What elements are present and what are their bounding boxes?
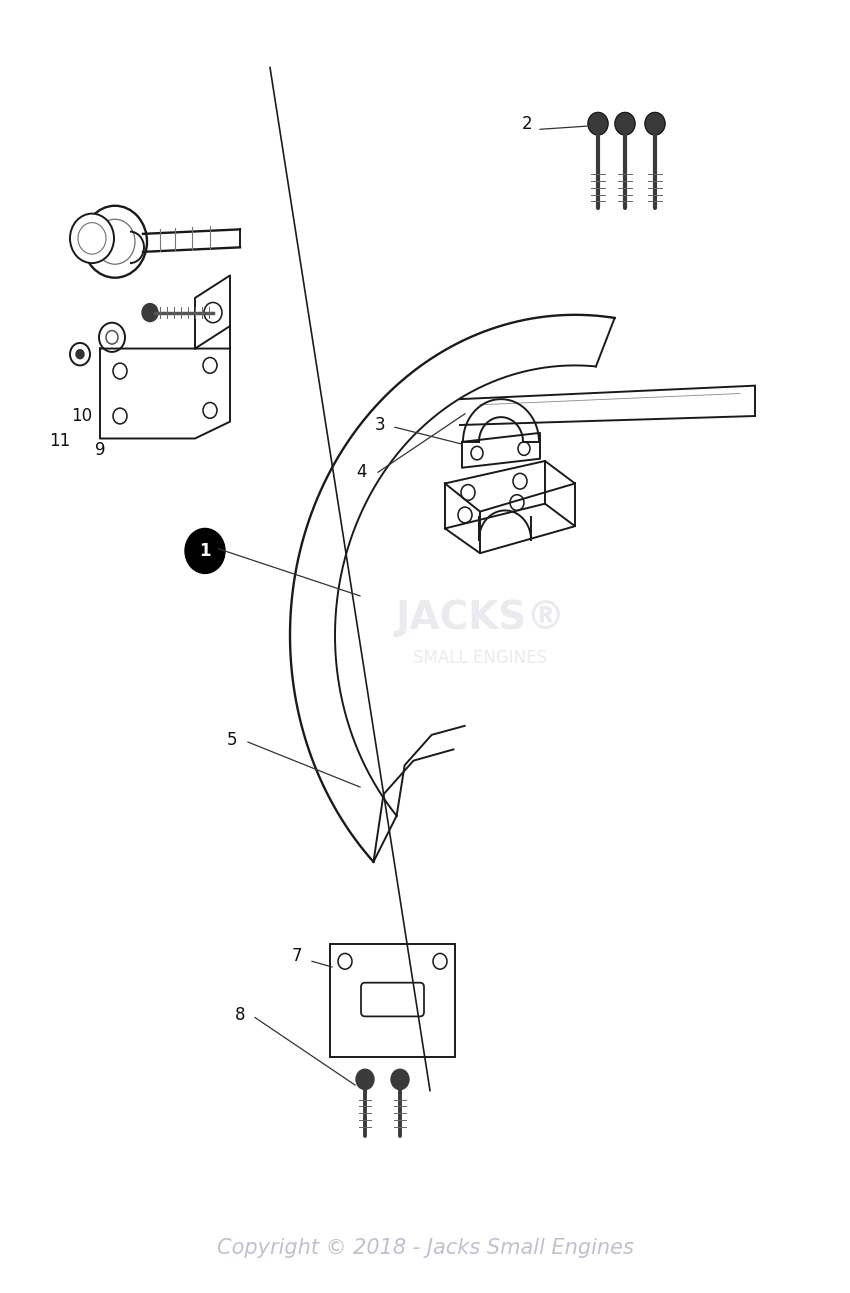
Circle shape [70,343,90,366]
Text: 10: 10 [71,407,93,425]
Text: 5: 5 [227,731,237,749]
Circle shape [78,222,106,255]
Text: 7: 7 [292,946,303,965]
FancyBboxPatch shape [361,983,424,1016]
Text: JACKS®: JACKS® [395,600,565,637]
Circle shape [70,213,114,262]
Circle shape [106,331,118,344]
Circle shape [615,112,635,134]
Circle shape [83,206,147,278]
Circle shape [588,112,608,134]
Text: 8: 8 [235,1006,246,1024]
Circle shape [142,304,158,322]
Circle shape [391,1069,409,1090]
Text: Copyright © 2018 - Jacks Small Engines: Copyright © 2018 - Jacks Small Engines [217,1237,633,1258]
Circle shape [356,1069,374,1090]
Text: 3: 3 [375,416,385,434]
Circle shape [76,349,84,358]
Text: 1: 1 [199,542,211,560]
Circle shape [645,112,665,134]
Text: SMALL ENGINES: SMALL ENGINES [413,649,547,667]
Circle shape [95,220,135,264]
Text: 2: 2 [522,115,532,133]
Text: 11: 11 [49,432,71,450]
Circle shape [99,323,125,352]
Bar [330,944,455,1056]
Text: 9: 9 [94,441,105,459]
Text: 4: 4 [357,463,367,481]
Circle shape [185,529,225,573]
